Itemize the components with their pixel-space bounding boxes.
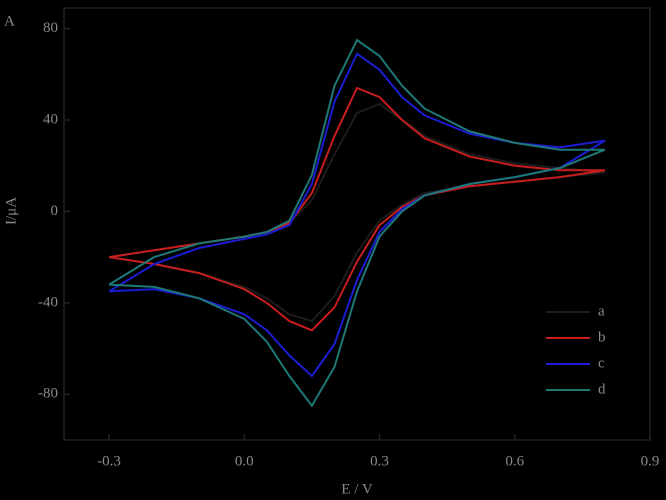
y-tick-label: -80 [38, 386, 58, 402]
cv-curve [108, 102, 606, 323]
y-tick-label: 80 [43, 20, 58, 36]
x-tick-label: 0.3 [370, 453, 389, 469]
x-tick-label: -0.3 [97, 453, 121, 469]
cv-curve [108, 86, 606, 332]
cv-curve [108, 52, 606, 378]
legend-label: b [598, 329, 606, 345]
x-tick-label: 0.9 [641, 453, 660, 469]
plot-frame [63, 7, 651, 441]
x-tick-label: 0.0 [235, 453, 254, 469]
legend-label: c [598, 355, 605, 371]
y-tick-label: 40 [43, 111, 58, 127]
y-tick-label: -40 [38, 294, 58, 310]
y-tick-label: 0 [51, 203, 59, 219]
panel-label: A [4, 13, 15, 29]
x-tick-label: 0.6 [505, 453, 524, 469]
legend-label: a [598, 303, 605, 319]
y-axis-label: I/μA [3, 197, 19, 225]
x-axis-label: E / V [341, 481, 373, 497]
cv-curve [108, 38, 606, 408]
legend-label: d [598, 381, 606, 397]
